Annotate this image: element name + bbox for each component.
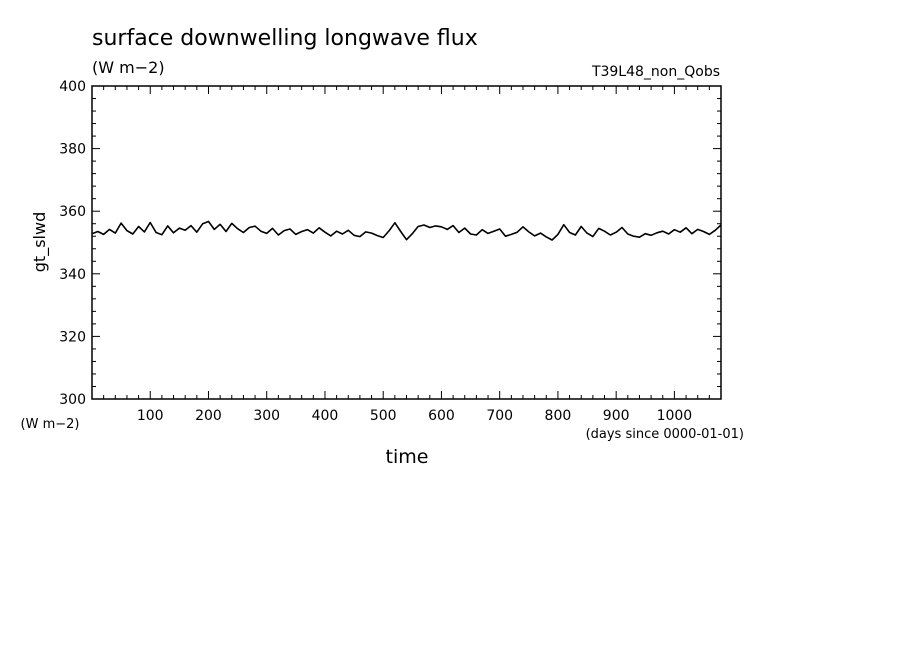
plot-frame — [91, 85, 722, 400]
y-axis-label: gt_slwd — [30, 212, 50, 272]
x-tick-label: 300 — [253, 408, 280, 424]
y-tick-label: 380 — [59, 142, 86, 158]
x-tick-labels: 100 200 300 400 500 600 700 800 900 1000 — [137, 408, 692, 424]
x-tick-label: 800 — [545, 408, 572, 424]
y-tick-label: 320 — [59, 329, 86, 345]
x-tick-label: 100 — [137, 408, 164, 424]
run-label: T39L48_non_Qobs — [591, 64, 720, 80]
y-tick-label: 300 — [59, 392, 86, 408]
chart-title: surface downwelling longwave flux — [92, 26, 478, 51]
x-tick-label: 700 — [486, 408, 513, 424]
x-axis-units: (days since 0000-01-01) — [586, 427, 744, 442]
series-line — [91, 220, 722, 241]
x-tick-label: 200 — [195, 408, 222, 424]
x-tick-label: 500 — [370, 408, 397, 424]
y-tick-label: 360 — [59, 204, 86, 220]
y-tick-label: 340 — [59, 267, 86, 283]
x-tick-label: 900 — [603, 408, 630, 424]
y-tick-labels: 300 320 340 360 380 400 — [59, 79, 86, 408]
x-tick-label: 400 — [312, 408, 339, 424]
y-tick-label: 400 — [59, 79, 86, 95]
x-tick-label: 600 — [428, 408, 455, 424]
x-tick-label: 1000 — [657, 408, 693, 424]
chart-units: (W m−2) — [92, 58, 165, 77]
plot-area: 100 200 300 400 500 600 700 800 900 1000 300 320 34… — [59, 79, 722, 424]
axis-ticks — [92, 86, 721, 399]
y-axis-units: (W m−2) — [21, 417, 80, 432]
x-axis-label: time — [386, 446, 429, 468]
